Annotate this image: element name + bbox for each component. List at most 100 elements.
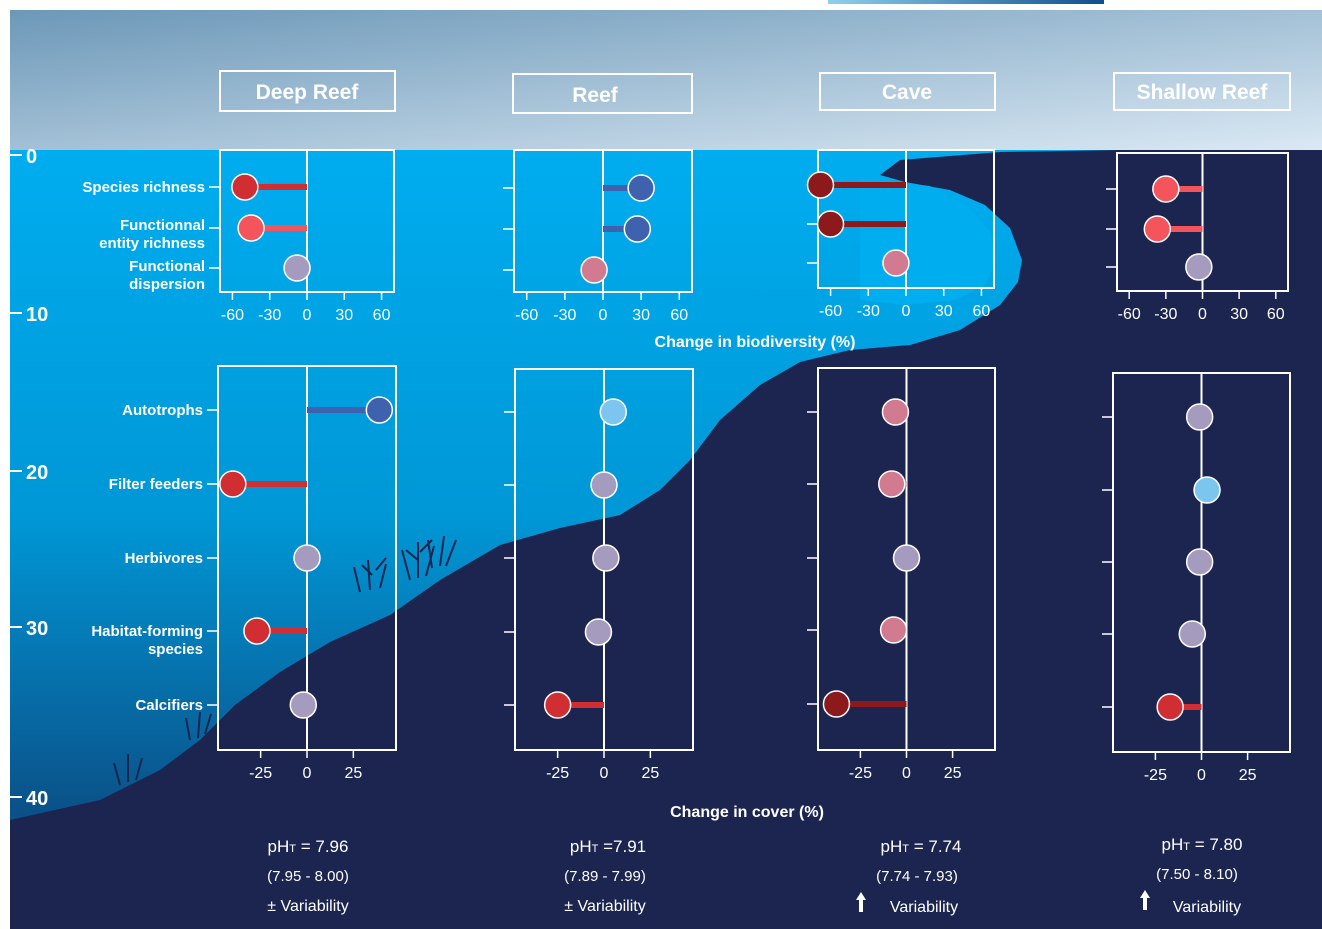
category-label-autotrophs: Autotrophs [122,402,203,419]
variability-shallow-reef: Variability [1173,899,1241,916]
ph-value-cave: pHT = 7.74 [881,837,962,856]
panel-reef: -25 0 25 [504,368,694,782]
x-tick-label: 0 [599,307,608,324]
up-arrow-icon [856,892,866,912]
x-tick-label: -60 [1118,306,1141,323]
point-cave-herbivores [892,544,921,572]
x-tick-label: 25 [944,765,962,782]
x-tick-label: 30 [935,303,953,320]
x-tick-label: 0 [303,307,312,324]
depth-tick-40: 40 [26,788,48,810]
point-reef-species-richness [627,174,655,202]
ph-range-reef: (7.89 - 7.99) [564,868,646,885]
ph-value-reef: pHT =7.91 [570,837,646,856]
biodiversity-xlabel: Change in biodiversity (%) [655,334,856,351]
x-tick-label: -30 [857,303,880,320]
up-arrow-icon [1140,890,1150,910]
point-shallow-reef-functional-dispersion [1185,253,1213,281]
point-deep-reef-herbivores [293,544,321,572]
site-title-shallow-reef: Shallow Reef [1137,81,1269,104]
x-tick-label: 0 [303,765,312,782]
point-shallow-reef-habitat-forming-species [1178,620,1207,648]
site-title-box-cave [819,72,996,111]
variability-deep-reef: ± Variability [267,898,348,915]
site-titles [219,70,1291,114]
depth-tick-20: 20 [26,462,48,484]
panel-cave: -25 0 25 [807,367,996,782]
point-cave-habitat-forming-species [879,616,908,644]
ph-value-deep-reef: pHT = 7.96 [268,837,349,856]
ph-range-cave: (7.74 - 7.93) [876,868,958,885]
depth-tick-30: 30 [26,618,48,640]
point-cave-autotrophs [881,398,910,426]
sky [10,10,1322,152]
category-label-functionnal-entity-richness: Functionnal entity richness [99,217,205,252]
category-label-functional-dispersion: Functional dispersion [129,258,205,293]
x-tick-label: 30 [1230,306,1248,323]
point-deep-reef-functionnal-entity-richness [237,214,265,242]
point-shallow-reef-autotrophs [1185,403,1214,431]
site-title-box-deep-reef [219,70,396,112]
point-shallow-reef-functionnal-entity-richness [1143,215,1172,243]
depth-tick-0: 0 [26,146,37,168]
panel-shallow-reef: -25 0 25 [1102,372,1291,784]
category-label-calcifiers: Calcifiers [135,697,203,714]
site-title-deep-reef: Deep Reef [256,81,360,104]
x-tick-label: 30 [335,307,353,324]
x-tick-label: 25 [641,765,659,782]
point-reef-functional-dispersion [580,256,608,284]
depth-tick-10: 10 [26,304,48,326]
ph-info: pHT = 7.96 (7.95 - 8.00) ± Variability p… [267,835,1242,916]
panel-shallow-reef: -60 -30 0 30 60 [1106,152,1289,323]
point-deep-reef-calcifiers [289,691,318,719]
category-label-filter-feeders: Filter feeders [109,476,203,493]
panel-reef: -60 -30 0 30 60 [503,149,693,324]
point-reef-functionnal-entity-richness [623,215,652,243]
x-tick-label: 0 [902,303,911,320]
point-reef-calcifiers [543,691,572,719]
site-title-reef: Reef [572,84,619,107]
x-tick-label: 60 [1267,306,1285,323]
point-deep-reef-functional-dispersion [283,254,311,282]
x-tick-label: -25 [249,765,272,782]
site-title-box-shallow-reef [1113,72,1291,111]
point-reef-filter-feeders [590,471,618,499]
point-cave-functionnal-entity-richness [816,210,845,238]
panel-cave: -60 -30 0 30 60 [806,149,995,320]
point-cave-filter-feeders [878,470,906,498]
x-tick-label: -25 [1144,767,1167,784]
panel-deep-reef: -25 0 25 [207,365,397,782]
ph-range-shallow-reef: (7.50 - 8.10) [1156,866,1238,883]
point-reef-herbivores [592,544,620,572]
variability-up-arrow-shallow-reef [1140,890,1150,910]
x-tick-label: -30 [258,307,281,324]
ph-range-deep-reef: (7.95 - 8.00) [267,868,349,885]
point-cave-species-richness [806,171,835,199]
x-tick-label: 25 [1239,767,1257,784]
x-tick-label: -60 [819,303,842,320]
depth-axis: 0 10 20 30 40 [10,146,48,810]
category-label-habitat-forming-species: Habitat-forming species [91,623,203,658]
x-tick-label: 60 [373,307,391,324]
point-reef-habitat-forming-species [584,618,613,646]
x-tick-label: 0 [902,765,911,782]
x-tick-label: 25 [344,765,362,782]
point-cave-calcifiers [822,690,851,718]
point-shallow-reef-filter-feeders [1193,476,1221,504]
x-tick-label: 0 [1197,767,1206,784]
variability-up-arrow-cave [856,892,866,912]
x-tick-label: -30 [1154,306,1177,323]
site-title-box-reef [512,73,693,114]
cover-chart: -25 0 25 -25 0 25 -25 0 25 -25 0 25 Autotrophs Filter… [91,365,1291,784]
point-deep-reef-species-richness [231,173,259,201]
x-tick-label: -25 [546,765,569,782]
x-tick-label: 30 [632,307,650,324]
x-tick-label: -30 [553,307,576,324]
ph-value-shallow-reef: pHT = 7.80 [1162,835,1243,854]
variability-cave: Variability [890,899,958,916]
x-tick-label: -60 [515,307,538,324]
x-tick-label: 60 [973,303,991,320]
point-shallow-reef-calcifiers [1156,693,1184,721]
category-label-species-richness: Species richness [82,179,205,196]
cover-xlabel: Change in cover (%) [670,804,824,821]
